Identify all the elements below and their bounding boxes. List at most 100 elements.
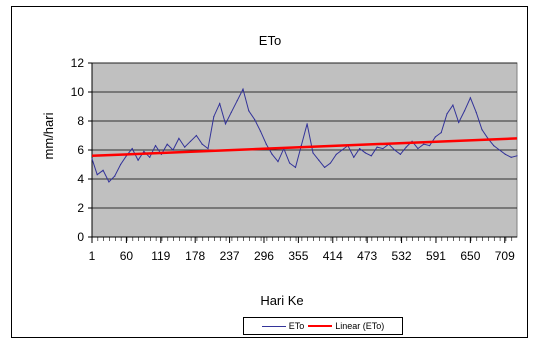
series-eto-point — [259, 130, 262, 132]
series-eto-point — [493, 145, 495, 147]
x-tick-label-591: 591 — [426, 249, 446, 263]
series-eto-point — [516, 155, 518, 157]
series-eto-point — [277, 161, 279, 163]
series-eto-point — [166, 143, 168, 145]
series-eto-point — [498, 149, 501, 151]
series-eto-point — [265, 143, 267, 145]
series-eto-point — [254, 118, 256, 121]
y-tick-label-4: 4 — [77, 172, 84, 186]
series-eto-point — [393, 149, 396, 151]
chart-frame: ETo 0 2 4 6 8 10 12 1 60 119 178 237 296 355 414 473 53… — [11, 6, 528, 338]
chart-title: ETo — [259, 33, 281, 48]
series-eto-point — [312, 152, 314, 154]
series-eto-point — [481, 129, 483, 131]
series-eto-point — [114, 175, 116, 177]
x-tick-label-60: 60 — [120, 249, 134, 263]
x-tick-label-296: 296 — [254, 249, 274, 263]
series-eto-point — [242, 88, 244, 90]
eto-chart: ETo 0 2 4 6 8 10 12 1 60 119 178 237 296 355 414 473 53… — [41, 33, 518, 308]
series-eto-point — [207, 147, 209, 150]
series-eto-point — [358, 147, 361, 150]
x-tick-label-414: 414 — [323, 249, 343, 263]
series-eto-point — [469, 97, 471, 99]
series-eto-point — [108, 181, 110, 183]
series-eto-point — [475, 111, 477, 113]
legend-item-linear: Linear (ETo) — [308, 321, 384, 331]
series-eto-point — [219, 103, 221, 105]
series-eto-point — [236, 100, 238, 102]
y-tick-label-2: 2 — [77, 201, 84, 215]
series-eto-point — [102, 169, 104, 171]
series-eto-point — [154, 145, 157, 147]
series-eto-point — [230, 111, 232, 113]
series-eto-point — [353, 156, 355, 158]
x-tick-label-650: 650 — [460, 249, 480, 263]
y-tick-label-6: 6 — [77, 143, 84, 157]
series-eto-point — [458, 121, 460, 124]
series-eto-point — [446, 113, 448, 115]
y-axis: 0 2 4 6 8 10 12 — [71, 56, 93, 244]
series-eto-point — [96, 174, 98, 176]
series-eto-point — [440, 132, 442, 134]
series-eto-point — [143, 150, 145, 153]
series-eto-point — [271, 153, 273, 155]
legend-swatch-eto — [261, 325, 286, 327]
series-eto-point — [119, 163, 122, 166]
series-eto-point — [91, 158, 93, 160]
x-tick-label-532: 532 — [392, 249, 412, 263]
series-eto-point — [213, 116, 215, 118]
y-tick-label-0: 0 — [77, 230, 84, 244]
series-eto-point — [324, 166, 326, 168]
legend-item-eto: ETo — [261, 321, 305, 331]
x-tick-label-119: 119 — [151, 249, 170, 263]
series-eto-point — [131, 147, 133, 150]
series-eto-point — [184, 146, 186, 148]
series-eto-point — [370, 155, 372, 157]
series-eto-point — [417, 147, 419, 150]
series-eto-point — [329, 162, 332, 164]
series-eto-point — [318, 159, 320, 161]
series-eto-point — [289, 162, 291, 164]
series-eto-point — [294, 166, 297, 168]
series-eto-point — [428, 145, 431, 147]
legend-swatch-linear — [308, 325, 333, 327]
series-eto-point — [335, 153, 337, 155]
series-eto-point — [434, 136, 436, 138]
series-eto-point — [463, 110, 466, 112]
series-eto-point — [248, 110, 250, 112]
y-tick-label-12: 12 — [71, 56, 85, 70]
legend: ETo Linear (ETo) — [243, 317, 403, 335]
series-eto-point — [172, 149, 174, 151]
series-eto-point — [364, 152, 367, 154]
legend-label-linear: Linear (ETo) — [335, 321, 385, 331]
x-tick-label-1: 1 — [89, 249, 96, 263]
y-tick-label-10: 10 — [71, 85, 85, 99]
series-eto-point — [376, 146, 378, 148]
x-tick-label-237: 237 — [220, 249, 240, 263]
x-tick-label-709: 709 — [495, 249, 515, 263]
series-eto-point — [510, 156, 512, 158]
x-tick-label-473: 473 — [357, 249, 377, 263]
x-axis-label: Hari Ke — [260, 293, 303, 308]
series-eto-point — [405, 146, 407, 148]
x-tick-label-178: 178 — [185, 249, 205, 263]
grid-lines — [92, 62, 517, 209]
series-eto-point — [306, 123, 308, 125]
series-eto-point — [341, 149, 343, 151]
series-eto-point — [149, 156, 151, 158]
series-eto-point — [300, 145, 302, 147]
x-axis: 1 60 119 178 237 296 355 414 473 532 591 650 709 — [89, 236, 517, 263]
legend-label-eto: ETo — [288, 321, 305, 331]
y-tick-label-8: 8 — [77, 114, 84, 128]
series-eto-point — [504, 153, 506, 155]
x-tick-label-355: 355 — [288, 249, 308, 263]
series-eto-point — [189, 140, 192, 142]
series-group — [91, 87, 518, 183]
series-eto-point — [224, 123, 227, 125]
series-eto-point — [137, 159, 139, 161]
series-eto-point — [399, 153, 402, 155]
y-axis-label: mm/hari — [41, 112, 56, 159]
series-linear-trendline — [91, 137, 518, 158]
series-eto-point — [382, 147, 384, 150]
series-eto-point — [195, 134, 197, 137]
